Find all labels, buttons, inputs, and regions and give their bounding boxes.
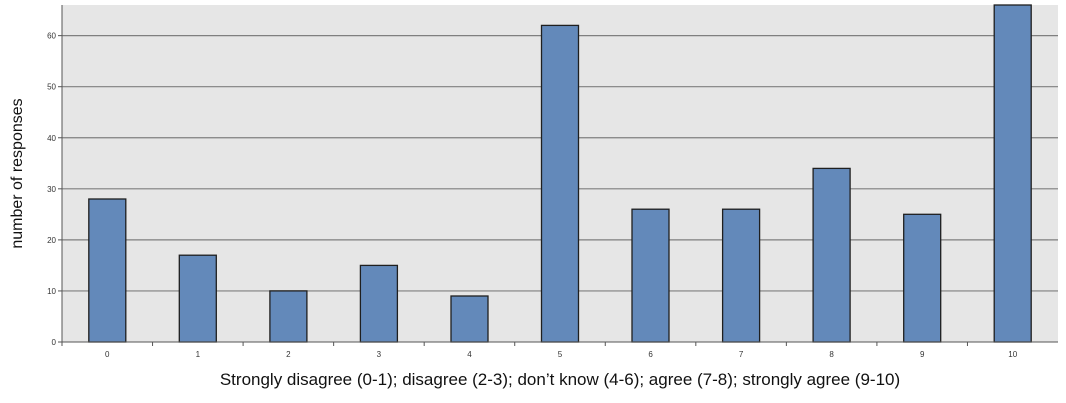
bar (903, 213, 942, 343)
x-tick-label: 5 (558, 350, 563, 359)
y-tick-label: 30 (47, 185, 56, 194)
x-tick-label: 8 (829, 350, 834, 359)
x-tick-label: 7 (739, 350, 744, 359)
bar (993, 4, 1032, 343)
x-tick-label: 4 (467, 350, 472, 359)
y-tick-label: 60 (47, 32, 56, 41)
bar (721, 208, 761, 343)
y-tick-labels: 0 10 20 30 40 50 60 (47, 32, 62, 347)
x-tick-label: 9 (920, 350, 925, 359)
bar (88, 198, 127, 343)
y-tick-label: 20 (47, 236, 56, 245)
x-tick-label: 0 (105, 350, 110, 359)
bars (88, 4, 1032, 343)
x-tick-label: 1 (196, 350, 201, 359)
x-axis-label: Strongly disagree (0-1); disagree (2-3);… (220, 370, 900, 389)
y-tick-label: 0 (52, 338, 57, 347)
x-tick-label: 6 (648, 350, 653, 359)
bar (631, 208, 670, 343)
x-tick-labels: 0 1 2 3 4 5 6 7 8 9 10 (61, 342, 1018, 359)
y-tick-label: 40 (47, 134, 56, 143)
bar (269, 290, 308, 343)
bar (178, 254, 217, 343)
bar (540, 24, 580, 343)
y-tick-label: 10 (47, 287, 56, 296)
bar (359, 264, 399, 343)
x-tick-label: 2 (286, 350, 291, 359)
x-tick-label: 3 (377, 350, 382, 359)
x-tick-label: 10 (1008, 350, 1017, 359)
y-tick-label: 50 (47, 83, 56, 92)
bar (450, 295, 489, 343)
axes (61, 5, 1058, 343)
bar (812, 167, 851, 343)
y-axis-label: number of responses (9, 98, 26, 248)
